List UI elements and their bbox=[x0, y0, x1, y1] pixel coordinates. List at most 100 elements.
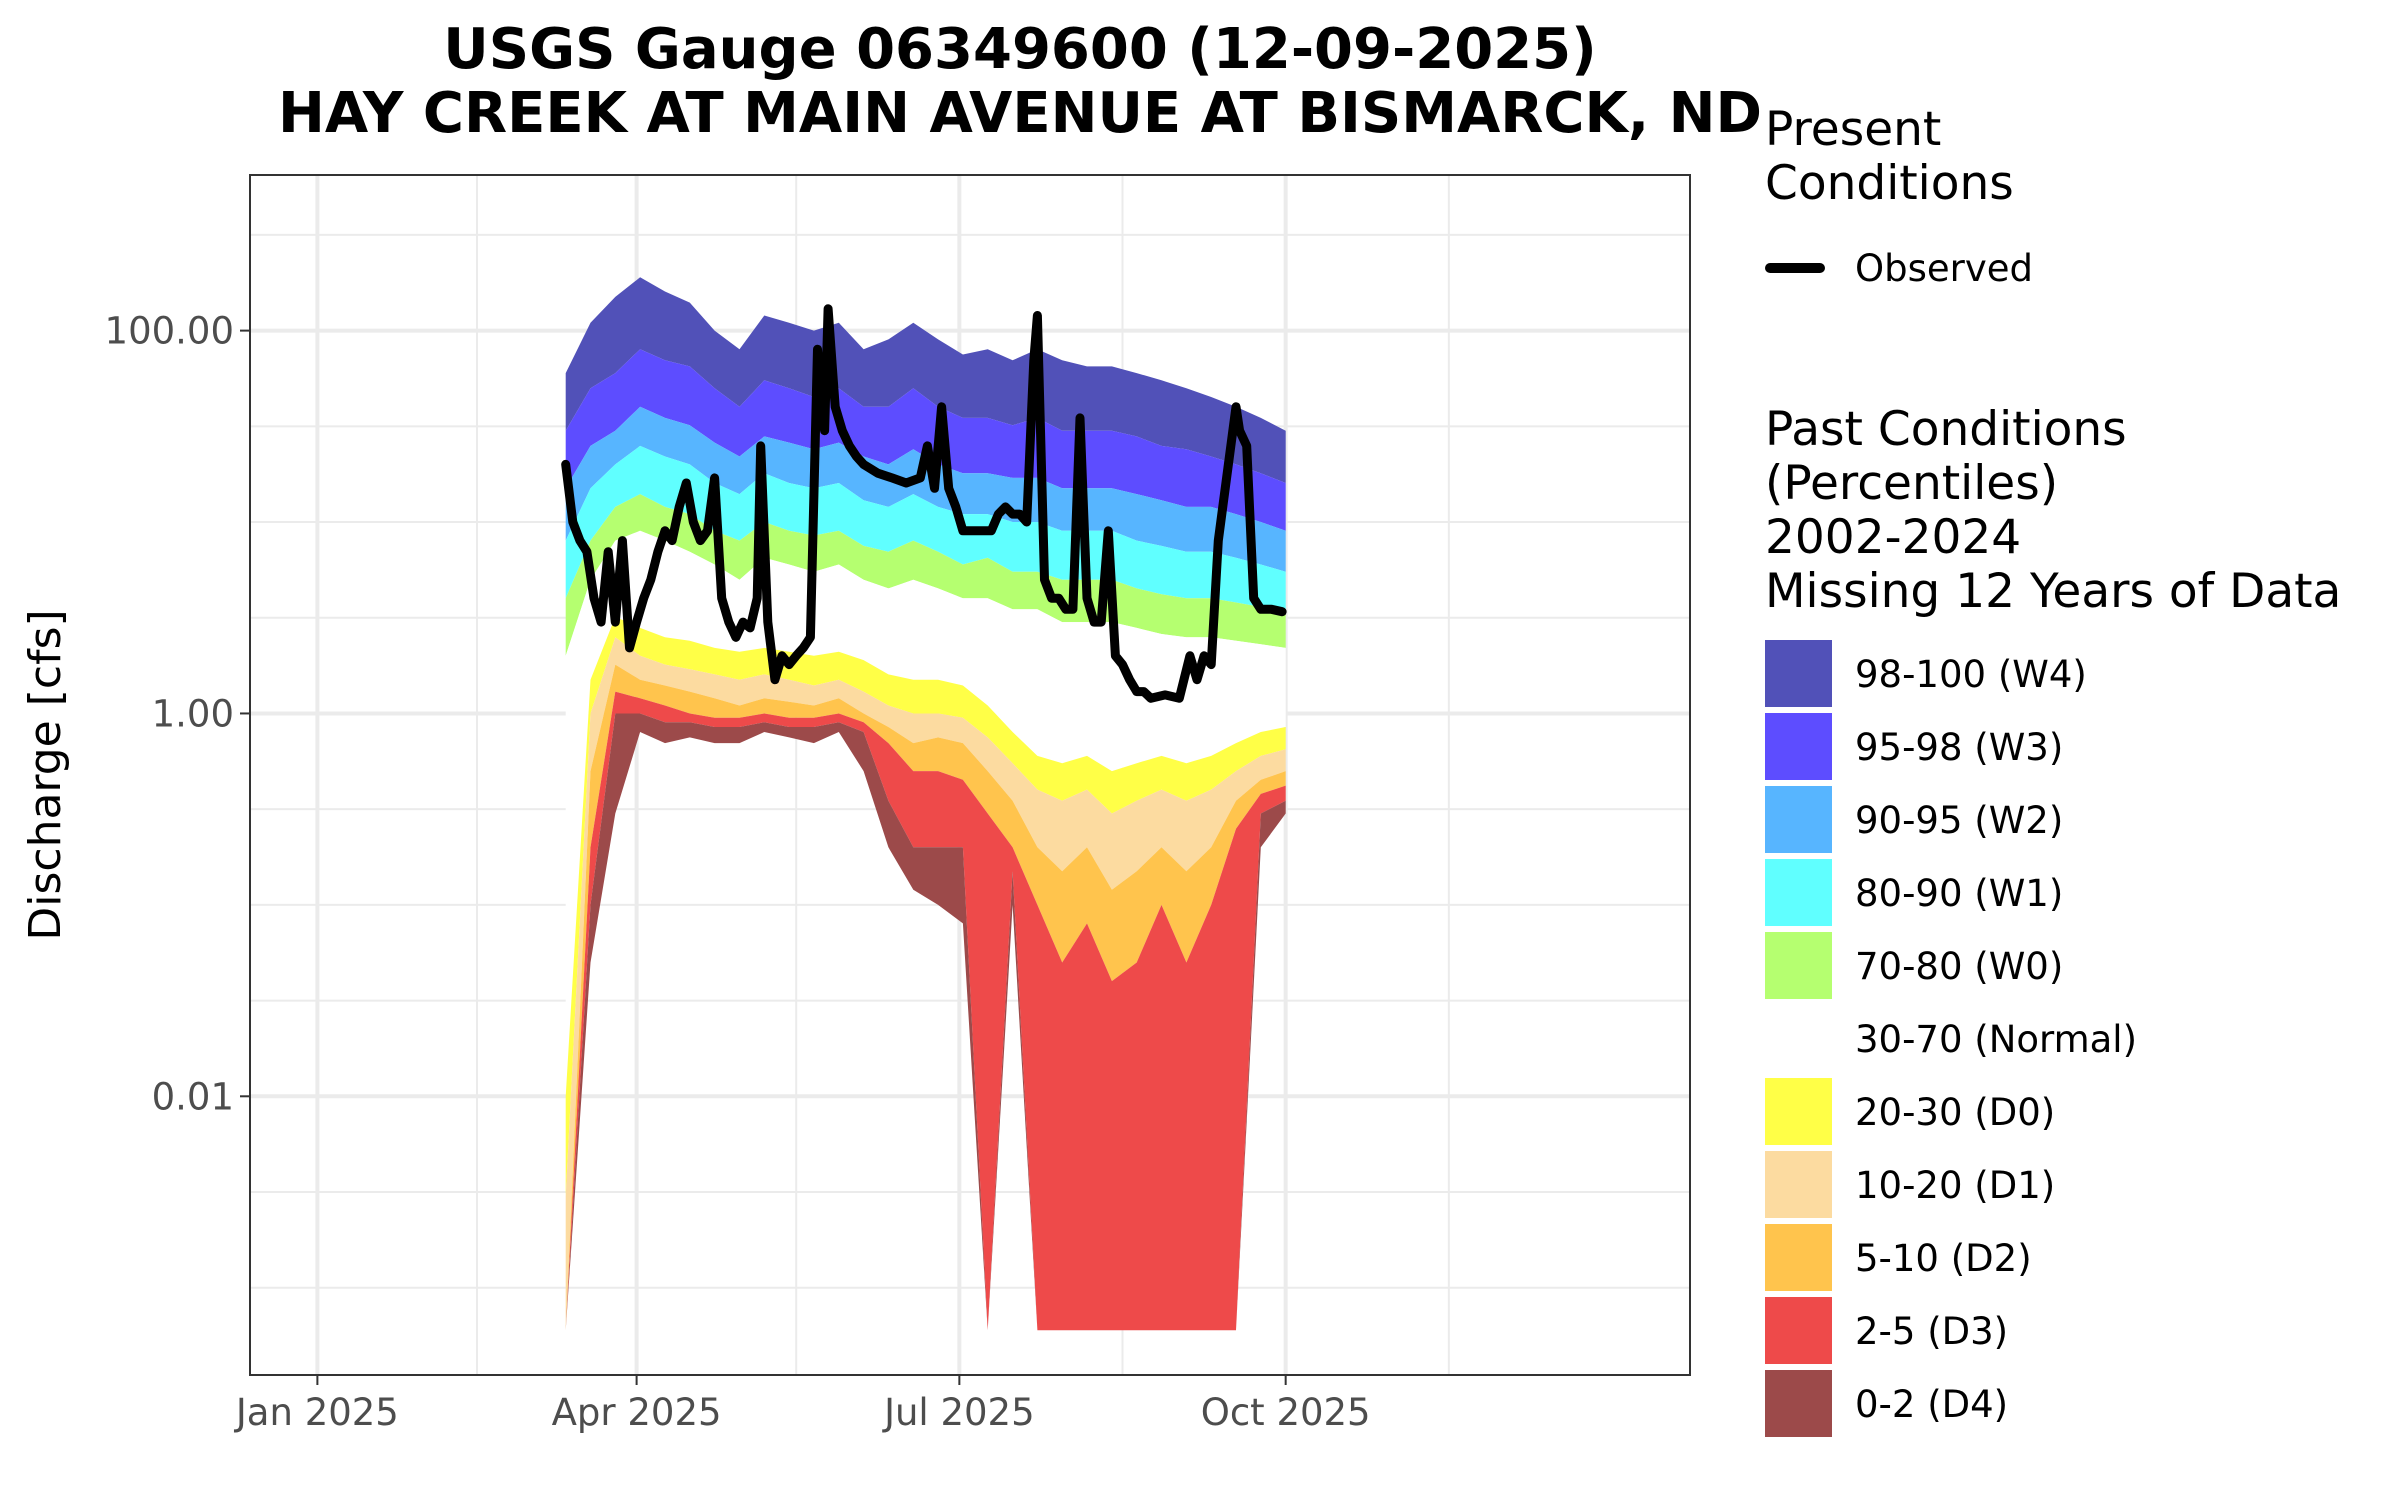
observed-point bbox=[678, 506, 680, 508]
observed-point bbox=[1036, 314, 1038, 316]
observed-point bbox=[976, 530, 978, 532]
observed-point bbox=[1086, 597, 1088, 599]
observed-point bbox=[1164, 694, 1166, 696]
observed-point bbox=[1033, 359, 1035, 361]
y-axis-title: Discharge [cfs] bbox=[20, 609, 71, 940]
legend-label: 70-80 (W0) bbox=[1855, 945, 2063, 988]
y-tick-label: 0.01 bbox=[152, 1075, 234, 1118]
observed-point bbox=[1217, 540, 1219, 542]
observed-point bbox=[1072, 608, 1074, 610]
observed-point bbox=[657, 551, 659, 553]
observed-point bbox=[1129, 679, 1131, 681]
observed-point bbox=[565, 463, 567, 465]
observed-point bbox=[1122, 664, 1124, 666]
observed-point bbox=[1012, 513, 1014, 515]
band-95-98-w3- bbox=[565, 349, 1286, 531]
observed-point bbox=[600, 621, 602, 623]
observed-point bbox=[774, 679, 776, 681]
observed-point bbox=[809, 636, 811, 638]
x-tick-label: Jul 2025 bbox=[882, 1391, 1035, 1434]
axes: 100.00 1.00 0.01 Jan 2025 Apr 2025 Jul 2025 Oc… bbox=[105, 310, 1371, 1434]
observed-point bbox=[1178, 697, 1180, 699]
x-tick-label: Apr 2025 bbox=[552, 1391, 722, 1434]
observed-point bbox=[728, 621, 730, 623]
band-10-20-d1- bbox=[565, 637, 1286, 1331]
observed-point bbox=[841, 430, 843, 432]
observed-point bbox=[714, 477, 716, 479]
observed-point bbox=[643, 597, 645, 599]
chart-subtitle: HAY CREEK AT MAIN AVENUE AT BISMARCK, ND bbox=[278, 81, 1762, 146]
observed-point bbox=[699, 540, 701, 542]
observed-point bbox=[636, 621, 638, 623]
x-tick-label: Jan 2025 bbox=[234, 1391, 399, 1434]
legend-past-title: Past Conditions (Percentiles) 2002-2024 Mis… bbox=[1765, 402, 2341, 619]
observed-point bbox=[955, 506, 957, 508]
observed-point bbox=[802, 647, 804, 649]
observed-point bbox=[735, 636, 737, 638]
legend-observed: Observed bbox=[1765, 247, 2033, 290]
observed-point bbox=[1058, 597, 1060, 599]
observed-point bbox=[1004, 506, 1006, 508]
observed-point bbox=[926, 445, 928, 447]
legend-label: 90-95 (W2) bbox=[1855, 799, 2063, 842]
observed-point bbox=[1093, 621, 1095, 623]
observed-point bbox=[1189, 655, 1191, 657]
observed-point bbox=[572, 521, 574, 523]
y-tick-label: 100.00 bbox=[105, 310, 234, 353]
legend-key-0-2-d4- bbox=[1765, 1370, 1832, 1437]
observed-point bbox=[1210, 664, 1212, 666]
observed-point bbox=[1260, 608, 1262, 610]
observed-point bbox=[1107, 530, 1109, 532]
observed-point bbox=[756, 597, 758, 599]
y-tick-label: 1.00 bbox=[152, 692, 234, 735]
legend: Present Conditions Observed Past Conditio… bbox=[1765, 102, 2341, 1437]
observed-point bbox=[781, 655, 783, 657]
observed-point bbox=[1100, 621, 1102, 623]
observed-point bbox=[1019, 513, 1021, 515]
observed-point bbox=[1136, 691, 1138, 693]
legend-label: 98-100 (W4) bbox=[1855, 653, 2087, 696]
observed-point bbox=[1114, 655, 1116, 657]
observed-point bbox=[1253, 597, 1255, 599]
observed-point bbox=[1026, 521, 1028, 523]
observed-point bbox=[607, 551, 609, 553]
x-tick-label: Oct 2025 bbox=[1201, 1391, 1371, 1434]
observed-point bbox=[962, 530, 964, 532]
legend-label: 5-10 (D2) bbox=[1855, 1237, 2032, 1280]
observed-point bbox=[997, 513, 999, 515]
observed-point bbox=[788, 664, 790, 666]
observed-point bbox=[1246, 445, 1248, 447]
observed-point bbox=[1065, 608, 1067, 610]
observed-point bbox=[990, 530, 992, 532]
chart-title: USGS Gauge 06349600 (12-09-2025) bbox=[443, 17, 1596, 82]
legend-label: 10-20 (D1) bbox=[1855, 1164, 2055, 1207]
observed-point bbox=[934, 487, 936, 489]
observed-point bbox=[1143, 691, 1145, 693]
legend-label: 2-5 (D3) bbox=[1855, 1310, 2008, 1353]
observed-point bbox=[1196, 679, 1198, 681]
observed-point bbox=[760, 445, 762, 447]
observed-point bbox=[767, 621, 769, 623]
observed-point bbox=[1150, 697, 1152, 699]
legend-key-2-5-d3- bbox=[1765, 1297, 1832, 1364]
observed-point bbox=[749, 627, 751, 629]
observed-point bbox=[1281, 611, 1283, 613]
observed-point bbox=[1239, 430, 1241, 432]
observed-point bbox=[905, 482, 907, 484]
observed-point bbox=[692, 521, 694, 523]
band-30-70-normal- bbox=[565, 530, 1286, 1097]
observed-point bbox=[650, 579, 652, 581]
observed-series bbox=[561, 304, 1287, 703]
observed-point bbox=[816, 348, 818, 350]
observed-point bbox=[685, 482, 687, 484]
legend-key-20-30-d0- bbox=[1765, 1078, 1832, 1145]
observed-point bbox=[579, 540, 581, 542]
legend-key-5-10-d2- bbox=[1765, 1224, 1832, 1291]
observed-point bbox=[1270, 608, 1272, 610]
legend-bands: 98-100 (W4) 95-98 (W3) 90-95 (W2) 80-90 (W1… bbox=[1765, 640, 2137, 1437]
legend-present-title: Present Conditions bbox=[1765, 102, 2014, 211]
legend-key-80-90-w1- bbox=[1765, 859, 1832, 926]
observed-point bbox=[629, 647, 631, 649]
band-2-5-d3- bbox=[565, 691, 1286, 1331]
observed-point bbox=[827, 308, 829, 310]
